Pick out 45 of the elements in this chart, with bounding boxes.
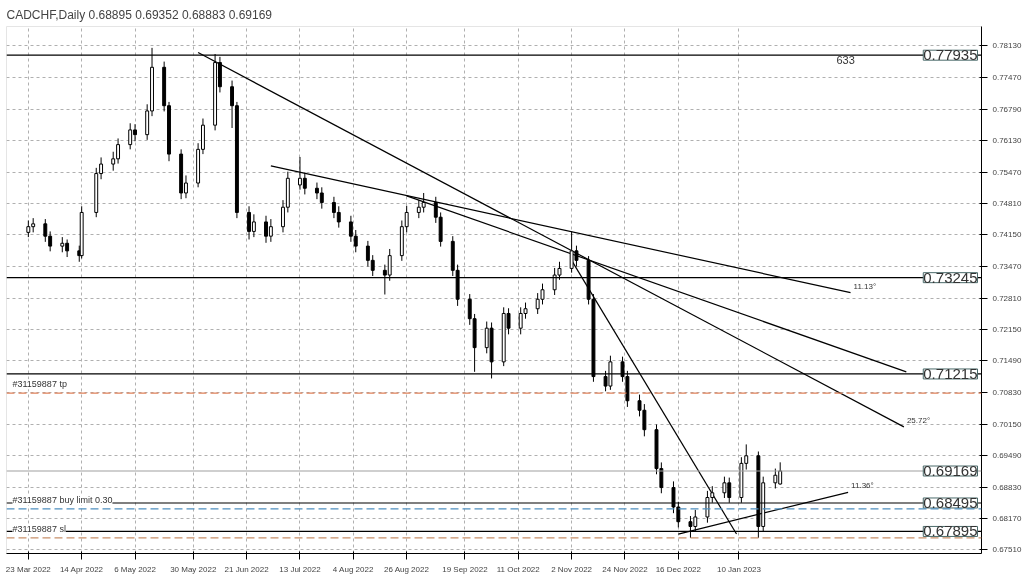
x-tick-label: 13 Jul 2022 <box>279 564 322 574</box>
y-tick-label: 0.72810 <box>992 293 1022 303</box>
x-tick-label: 23 Mar 2022 <box>5 564 52 574</box>
ref-line-label: 0.77935 <box>923 46 978 64</box>
x-tick-label: 2 Nov 2022 <box>551 564 593 574</box>
annotation: 11.13° <box>853 281 877 291</box>
ref-line-label: 0.67895 <box>923 522 978 540</box>
chart-title: CADCHF,Daily 0.68895 0.69352 0.68883 0.69169 <box>6 7 273 22</box>
x-tick-label: 11 Oct 2022 <box>496 564 541 574</box>
x-tick-label: 14 Apr 2022 <box>59 564 104 574</box>
y-tick-label: 0.67510 <box>992 545 1022 555</box>
x-tick-label: 6 May 2022 <box>114 564 157 574</box>
y-tick-label: 0.77470 <box>992 72 1022 82</box>
x-tick-label: 21 Jun 2022 <box>224 564 270 574</box>
x-tick-label: 4 Aug 2022 <box>332 564 374 574</box>
y-tick-label: 0.78130 <box>992 41 1022 51</box>
x-tick-label: 19 Sep 2022 <box>442 564 489 574</box>
y-tick-label: 0.68170 <box>992 513 1022 523</box>
ref-line-label: 0.68495 <box>923 493 978 511</box>
annotation: 11.36° <box>851 481 874 491</box>
y-tick-label: 0.76130 <box>992 136 1022 146</box>
ref-line-label: #31159887 buy limit 0.30 <box>12 494 113 505</box>
ref-line-label: 0.71215 <box>923 364 978 382</box>
y-tick-label: 0.75470 <box>992 167 1022 177</box>
y-tick-label: 0.71490 <box>992 356 1022 366</box>
y-tick-label: 0.74810 <box>992 198 1022 208</box>
ref-line-label: #31159887 tp <box>12 379 67 390</box>
ref-line-label: 0.69169 <box>923 462 978 480</box>
y-tick-label: 0.76790 <box>992 105 1022 115</box>
y-tick-label: 0.70830 <box>992 387 1022 397</box>
y-tick-label: 0.74150 <box>992 230 1022 240</box>
y-tick-label: 0.70150 <box>992 419 1022 429</box>
y-tick-label: 0.72150 <box>992 325 1022 335</box>
x-tick-label: 10 Jan 2023 <box>716 564 762 574</box>
x-tick-label: 24 Nov 2022 <box>602 564 649 574</box>
x-tick-label: 30 May 2022 <box>170 564 217 574</box>
ref-line-label: #31159887 sl <box>12 523 66 534</box>
annotation: 25.72° <box>906 415 931 425</box>
ref-line-label: 0.73245 <box>923 268 978 286</box>
x-tick-label: 26 Aug 2022 <box>384 564 430 574</box>
y-tick-label: 0.69490 <box>992 451 1022 461</box>
x-tick-label: 16 Dec 2022 <box>655 564 702 574</box>
annotation: 633 <box>836 53 855 66</box>
y-tick-label: 0.73470 <box>992 262 1022 272</box>
y-tick-label: 0.68830 <box>992 482 1022 492</box>
